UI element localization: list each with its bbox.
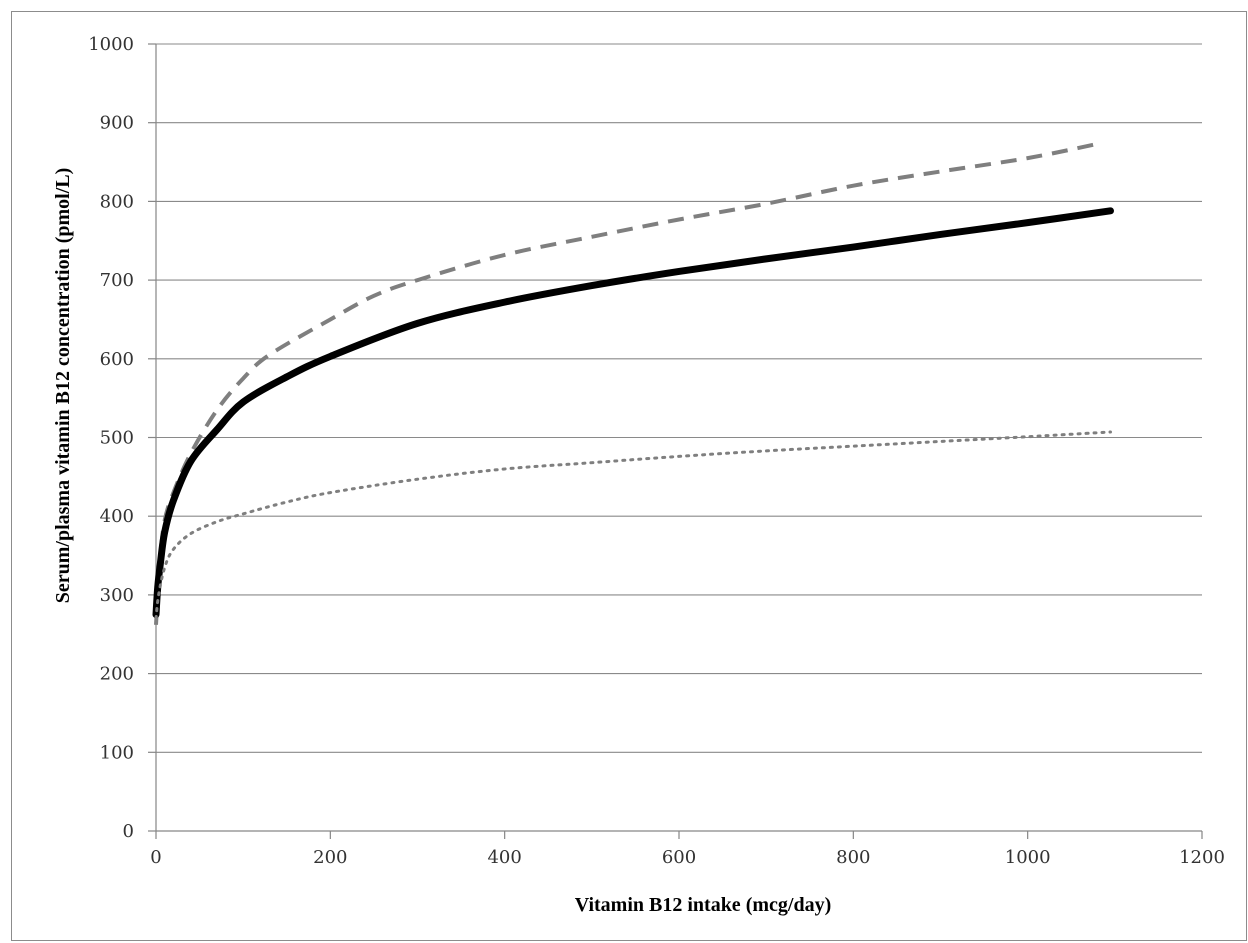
x-tick-label: 800 [836, 847, 870, 868]
x-tick-label: 0 [150, 847, 161, 868]
y-tick-label: 200 [100, 664, 134, 685]
y-axis-title: Serum/plasma vitamin B12 concentration (… [52, 168, 74, 604]
y-tick-label: 300 [100, 585, 134, 606]
y-tick-label: 0 [123, 821, 134, 842]
y-tick-label: 600 [100, 349, 134, 370]
x-axis-title: Vitamin B12 intake (mcg/day) [575, 894, 831, 916]
tick-labels: 0 100 200 300 400 500 600 700 800 900 1000 0 200 400 6… [88, 34, 1225, 868]
x-tick-label: 200 [313, 847, 347, 868]
y-tick-label: 500 [100, 428, 134, 449]
series-line-dotted [154, 430, 1112, 621]
x-tick-label: 1200 [1179, 847, 1225, 868]
axes [155, 44, 1202, 832]
x-tick-label: 400 [487, 847, 521, 868]
y-tick-label: 400 [100, 506, 134, 527]
series-line-dashed [154, 141, 1098, 625]
chart-frame [11, 11, 1247, 941]
y-tick-label: 1000 [88, 34, 134, 55]
series-line-solid [152, 207, 1114, 619]
x-tick-label: 1000 [1005, 847, 1051, 868]
y-tick-label: 900 [100, 113, 134, 134]
x-tick-label: 600 [662, 847, 696, 868]
y-tick-label: 800 [100, 191, 134, 212]
series-lines [152, 141, 1114, 625]
gridlines [148, 43, 1203, 839]
y-tick-label: 100 [100, 742, 134, 763]
y-tick-label: 700 [100, 270, 134, 291]
